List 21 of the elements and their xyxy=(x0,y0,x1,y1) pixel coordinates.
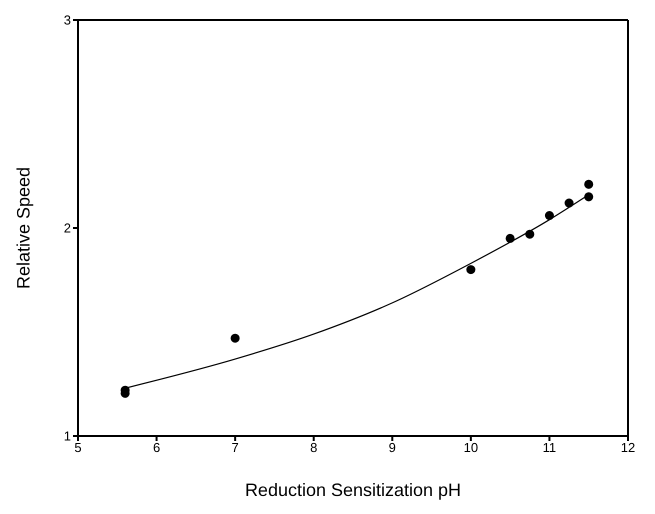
x-tick-label: 8 xyxy=(310,440,318,456)
x-tick-label: 10 xyxy=(464,440,478,456)
point xyxy=(584,192,594,202)
y-axis-title: Relative Speed xyxy=(13,166,34,290)
x-tick-label: 6 xyxy=(152,440,160,456)
point xyxy=(230,334,240,343)
x-tick-label: 5 xyxy=(74,440,82,456)
point xyxy=(564,198,574,208)
point xyxy=(544,211,554,220)
x-tick-label: 11 xyxy=(542,440,556,456)
x-tick-label: 12 xyxy=(620,440,636,456)
y-tick-label: 3 xyxy=(64,12,71,28)
x-axis-title: Reduction Sensitization pH xyxy=(244,480,462,500)
point xyxy=(584,180,594,189)
point xyxy=(506,234,515,243)
x-tick-label: 7 xyxy=(232,440,239,456)
x-tick-label: 9 xyxy=(388,440,396,456)
point xyxy=(525,230,534,239)
y-tick-label: 2 xyxy=(64,220,71,236)
point xyxy=(466,265,476,274)
y-tick-label: 1 xyxy=(64,428,71,444)
